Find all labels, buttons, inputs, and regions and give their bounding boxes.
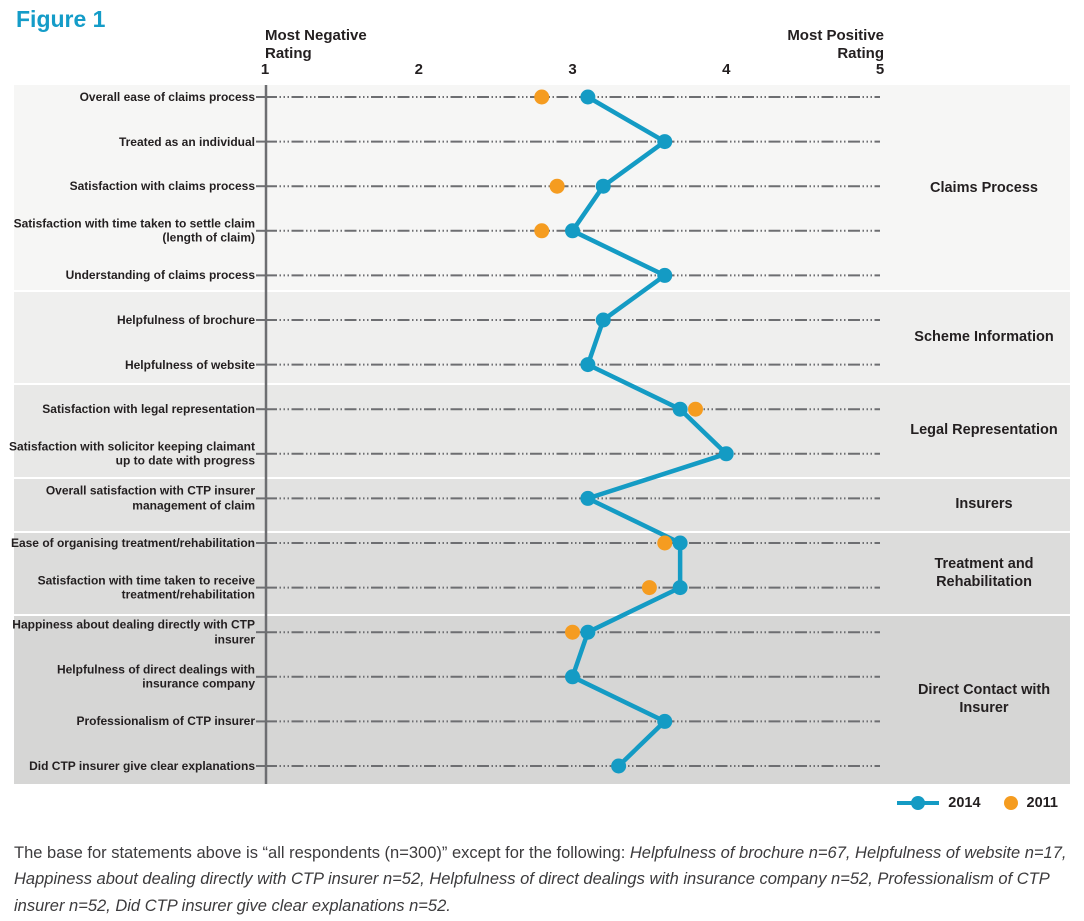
row-label: Helpfulness of website — [124, 357, 255, 372]
data-point-2011 — [534, 89, 550, 105]
row-label: Ease of organising treatment/rehabilitat… — [10, 535, 255, 550]
category-label: Treatment and Rehabilitation — [934, 555, 1034, 590]
data-point-2014 — [657, 134, 673, 150]
row-label: Treated as an individual — [118, 134, 255, 149]
axis-tick-label: 2 — [414, 61, 423, 78]
data-point-2014 — [565, 223, 580, 239]
footnote-text: The base for statements above is “all re… — [14, 844, 630, 862]
row-label: Professionalism of CTP insurer — [76, 714, 256, 729]
series-2014-line — [570, 95, 729, 768]
row-label: Helpfulness of brochure — [116, 312, 255, 327]
axis-label-most-positive: Most Positive Rating — [787, 27, 884, 62]
legend-label-2014: 2014 — [948, 795, 981, 811]
row-label: Overall satisfaction with CTP insurer ma… — [45, 484, 255, 513]
category-label: Insurers — [955, 495, 1013, 512]
figure-title: Figure 1 — [16, 6, 106, 32]
data-point-2014 — [672, 580, 688, 596]
row-label: Overall ease of claims process — [79, 89, 255, 104]
data-point-2014 — [672, 535, 688, 551]
legend-2014-line-dot-icon — [897, 796, 940, 810]
category-band — [14, 85, 1070, 290]
data-point-2011 — [657, 535, 673, 551]
axis-tick-label: 4 — [722, 61, 731, 78]
axis-label-most-negative: Most Negative Rating — [265, 27, 367, 62]
category-band — [14, 531, 1070, 614]
legend-item-2014: 2014 — [896, 795, 981, 811]
footnote-italic-text: Helpfulness of brochure n=67, Helpfulnes… — [14, 844, 1067, 915]
legend: 2014 2011 — [896, 795, 1058, 811]
row-label: Happiness about dealing directly with CT… — [12, 617, 255, 647]
category-label: Claims Process — [929, 179, 1038, 196]
data-point-2014 — [565, 669, 580, 685]
data-point-2014 — [657, 267, 673, 283]
data-point-2014 — [718, 446, 734, 462]
data-point-2011 — [565, 624, 580, 640]
category-label: Legal Representation — [910, 421, 1058, 438]
data-point-2011 — [534, 223, 550, 239]
data-point-2014 — [672, 401, 688, 417]
data-point-2014 — [611, 758, 627, 774]
axis-tick-label: 3 — [568, 61, 577, 78]
data-point-2014 — [595, 312, 611, 328]
category-band — [14, 383, 1070, 477]
category-band — [14, 477, 1070, 531]
row-label: Satisfaction with solicitor keeping clai… — [8, 439, 255, 468]
row-label: Satisfaction with legal representation — [42, 401, 255, 416]
row-label: Satisfaction with time taken to receive … — [37, 573, 255, 602]
data-point-2011 — [549, 178, 565, 194]
data-point-2014 — [580, 624, 596, 640]
data-point-2014 — [595, 178, 611, 194]
data-point-2014 — [580, 89, 596, 105]
legend-item-2011: 2011 — [1003, 795, 1058, 811]
data-point-2014 — [657, 713, 673, 729]
legend-label-2011: 2011 — [1026, 795, 1058, 811]
chart-svg — [256, 85, 880, 784]
row-label: Did CTP insurer give clear explanations — [29, 758, 255, 773]
data-point-2014 — [580, 490, 596, 506]
category-label: Direct Contact with Insurer — [917, 681, 1051, 716]
row-label: Helpfulness of direct dealings with insu… — [56, 662, 255, 691]
axis-tick-label: 5 — [875, 61, 885, 78]
data-point-2011 — [688, 401, 703, 417]
footnote: The base for statements above is “all re… — [14, 840, 1072, 919]
row-label: Satisfaction with claims process — [69, 178, 255, 193]
category-band — [14, 614, 1070, 784]
category-band — [14, 290, 1070, 383]
legend-2011-dot-icon — [1003, 796, 1018, 810]
row-label: Understanding of claims process — [65, 268, 255, 283]
category-label: Scheme Information — [914, 328, 1054, 345]
row-label: Satisfaction with time taken to settle c… — [13, 216, 255, 245]
data-point-2014 — [580, 357, 596, 373]
axis-tick-label: 1 — [260, 61, 270, 78]
data-point-2011 — [641, 580, 657, 596]
